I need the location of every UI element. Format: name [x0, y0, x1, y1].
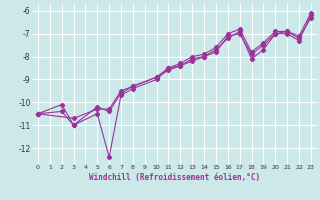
- X-axis label: Windchill (Refroidissement éolien,°C): Windchill (Refroidissement éolien,°C): [89, 173, 260, 182]
